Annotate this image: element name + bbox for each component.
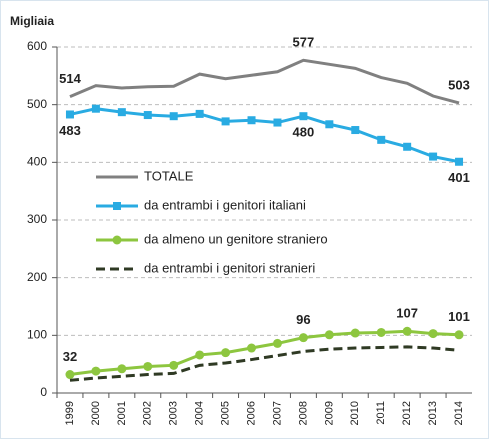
marker [169, 112, 178, 121]
marker [325, 120, 334, 129]
marker [221, 348, 231, 358]
legend-marker [113, 202, 121, 210]
x-tick-label: 2005 [220, 401, 232, 425]
x-tick-label: 1999 [64, 401, 76, 425]
x-tick-label: 2013 [427, 401, 439, 425]
x-tick-label: 2008 [297, 401, 309, 425]
y-axis-label: Migliaia [10, 14, 54, 28]
series-line [69, 329, 460, 377]
marker [428, 329, 438, 339]
marker [324, 330, 334, 340]
series-line [69, 345, 460, 382]
value-label: 32 [63, 349, 77, 364]
series-line [69, 58, 460, 105]
value-label: 514 [59, 71, 81, 86]
value-label: 401 [448, 170, 470, 185]
marker [143, 111, 152, 120]
value-label: 577 [293, 35, 315, 50]
x-tick-label: 2014 [453, 401, 465, 425]
marker [143, 361, 153, 371]
marker [455, 157, 464, 166]
marker [272, 338, 282, 348]
marker [454, 330, 464, 340]
value-label: 101 [448, 309, 470, 324]
y-tick-label: 500 [27, 97, 47, 111]
x-tick-label: 2000 [90, 401, 102, 425]
x-tick-label: 2002 [142, 401, 154, 425]
marker [169, 360, 179, 370]
marker [65, 110, 74, 119]
marker [402, 326, 412, 336]
y-tick-label: 100 [27, 328, 47, 342]
marker [298, 333, 308, 343]
y-tick-label: 200 [27, 270, 47, 284]
x-tick-label: 2011 [375, 401, 387, 425]
marker [117, 108, 126, 117]
marker [247, 343, 257, 353]
value-label: 96 [296, 312, 310, 327]
marker [91, 366, 101, 376]
legend-label: da almeno un genitore straniero [144, 231, 328, 246]
x-tick-label: 2003 [168, 401, 180, 425]
marker [247, 116, 256, 125]
y-tick-label: 600 [27, 39, 47, 53]
legend-label: TOTALE [144, 168, 194, 183]
marker [299, 112, 308, 121]
marker [429, 152, 438, 161]
x-tick-label: 2009 [323, 401, 335, 425]
y-tick-label: 400 [27, 155, 47, 169]
marker [91, 104, 100, 113]
legend-label: da entrambi i genitori italiani [144, 197, 306, 212]
marker [65, 370, 75, 380]
marker [351, 126, 360, 135]
value-label: 480 [293, 125, 315, 140]
series-line [69, 107, 460, 164]
x-tick-label: 2004 [194, 401, 206, 425]
marker [117, 364, 127, 374]
value-label: 503 [448, 77, 470, 92]
value-label: 107 [396, 306, 418, 321]
x-tick-label: 2010 [349, 401, 361, 425]
x-tick-label: 2001 [116, 401, 128, 425]
x-tick-label: 2006 [245, 401, 257, 425]
value-label: 483 [59, 123, 81, 138]
marker [403, 142, 412, 151]
marker [350, 328, 360, 338]
marker [376, 327, 386, 337]
legend-label: da entrambi i genitori stranieri [144, 260, 315, 275]
x-tick-label: 2007 [271, 401, 283, 425]
y-tick-label: 300 [27, 212, 47, 226]
y-tick-label: 0 [40, 385, 47, 399]
marker [377, 135, 386, 144]
marker [195, 350, 205, 360]
legend-marker [112, 235, 122, 245]
marker [221, 117, 230, 126]
marker [273, 118, 282, 127]
marker [195, 109, 204, 118]
x-tick-label: 2012 [401, 401, 413, 425]
